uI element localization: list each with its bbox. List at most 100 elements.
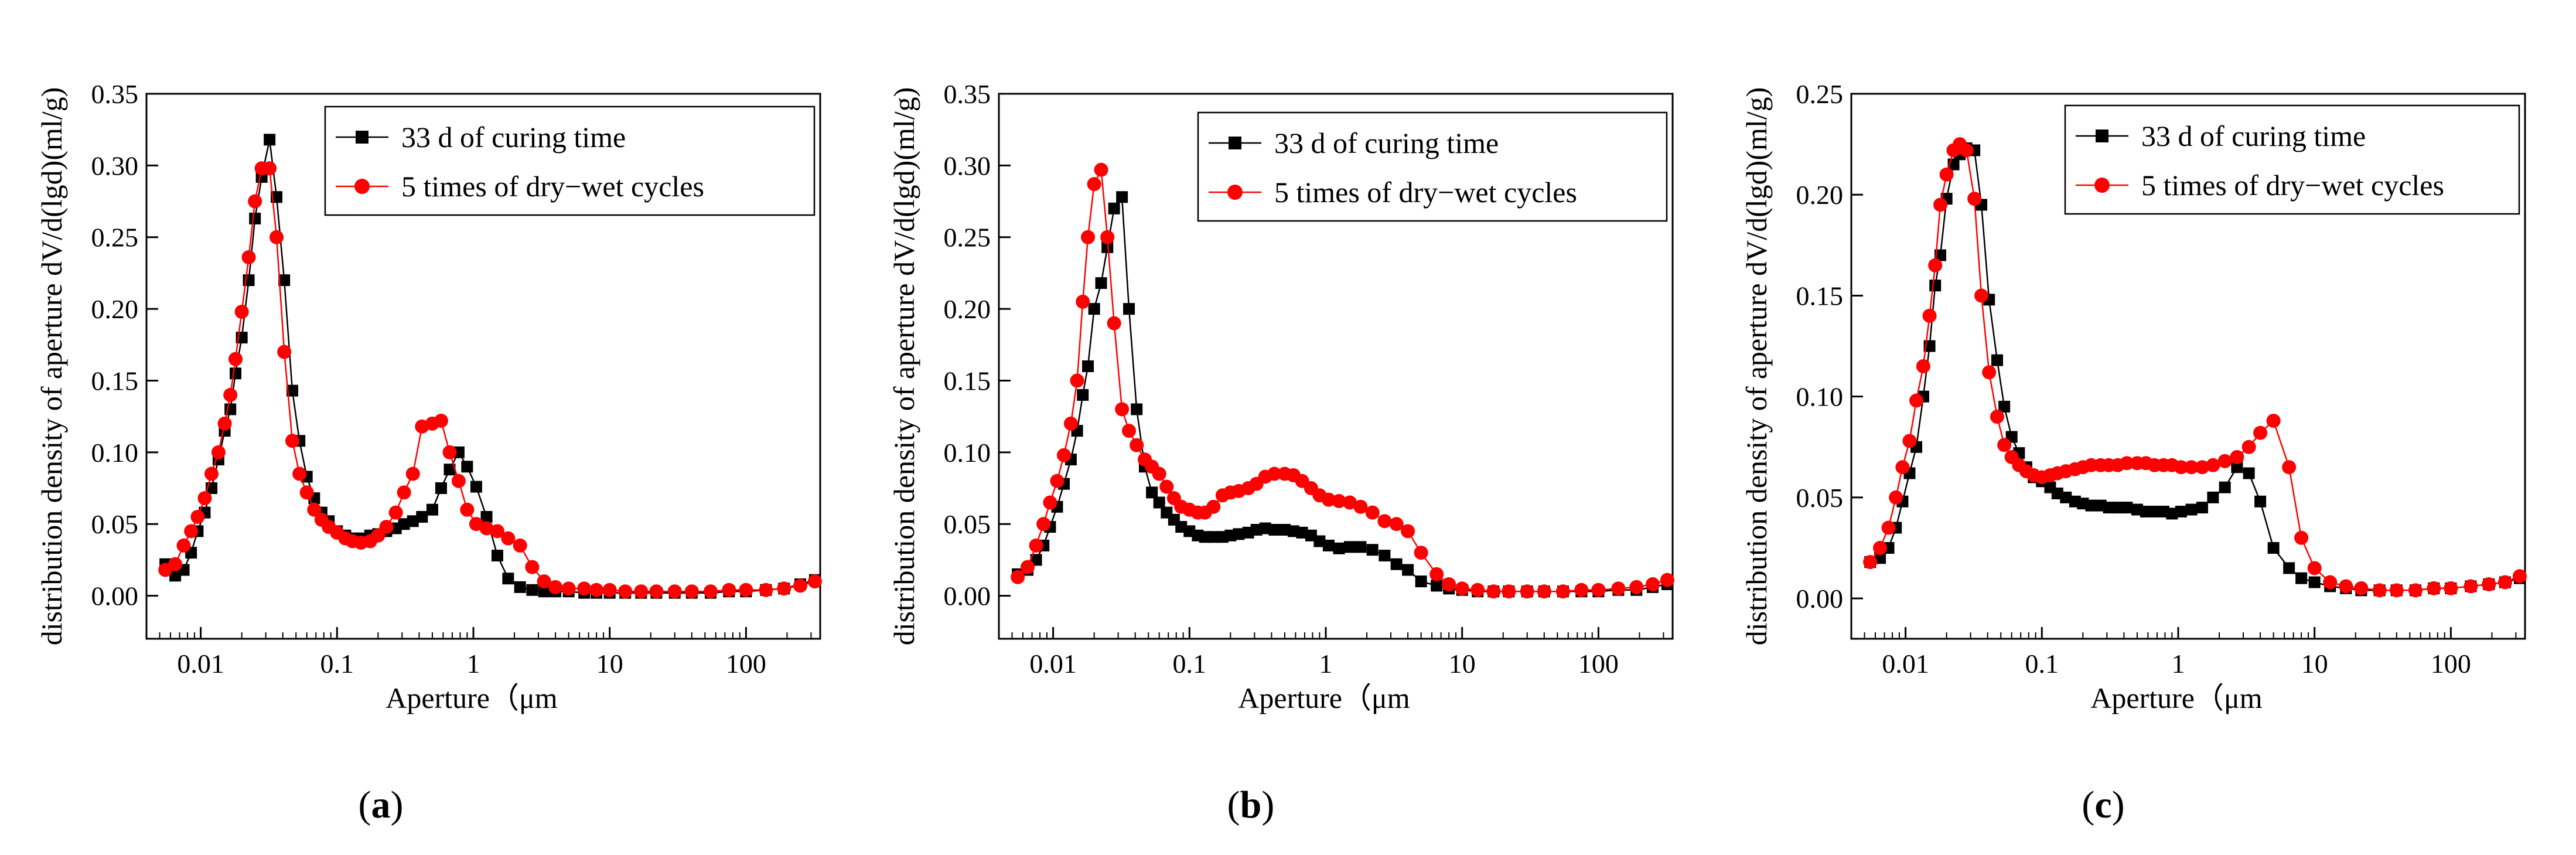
panel-c-series-1-point — [2307, 561, 2322, 575]
panel-b-series-0-line — [1017, 195, 1668, 592]
panel-c-series-0-point — [2308, 576, 2321, 588]
panel-c-series-0-point — [1874, 552, 1886, 564]
panel-a-legend-marker-1 — [354, 179, 370, 194]
panel-c-series-0-point — [2295, 572, 2308, 584]
panel-a-series-1-point — [197, 491, 212, 506]
panel-a-series-1-point — [248, 194, 262, 209]
panel-b-series-1-point — [1100, 230, 1115, 244]
panel-a-series-0-point — [491, 550, 503, 562]
panel-c-series-1-point — [1922, 308, 1937, 323]
panel-a-y-tick-label: 0.35 — [91, 79, 139, 109]
panel-c-legend-entry-0: 33 d of curing time — [2141, 120, 2366, 152]
panel-a-series-1-point — [451, 474, 466, 488]
panel-a-series-0-point — [407, 515, 419, 527]
panel-b-series-1-point — [1107, 316, 1121, 331]
panel-b-series-0-point — [1366, 544, 1379, 556]
panel-c-y-tick-label: 0.15 — [1796, 281, 1844, 311]
panel-c-x-axis-label: Aperture（μm — [2090, 682, 2262, 714]
panel-a-series-0-point — [278, 274, 291, 287]
panel-c-y-tick-label: 0.25 — [1796, 79, 1844, 109]
panel-b-legend-box — [1197, 111, 1668, 222]
panel-c-series-1-point — [1863, 555, 1878, 570]
panel-a-series-1-point — [211, 445, 226, 459]
panel-a-series-0-point — [526, 584, 538, 596]
panel-c-series-0-point — [2207, 491, 2219, 503]
panel-a-x-tick-label: 0.1 — [320, 649, 354, 679]
panel-a-series-1-point — [777, 581, 791, 596]
panel-b-series-0-point — [1250, 524, 1263, 536]
panel-b-series-1-point — [1021, 560, 1035, 574]
panel-b-series-1-point — [1057, 448, 1072, 462]
panel-b-series-1-line — [1017, 167, 1668, 592]
panel-b-series-1-point — [1442, 577, 1456, 591]
panel-b-series-1-point — [1081, 230, 1096, 244]
panel-a-series-0-point — [502, 573, 514, 585]
panel-c-series-0-point — [2166, 507, 2178, 520]
panel-b-series-0-point — [1296, 526, 1308, 539]
panel-c-series-0-point — [2103, 502, 2115, 514]
panel-c-legend-marker-0 — [2096, 130, 2108, 142]
panel-a-series-0-point — [230, 367, 242, 380]
panel-a-legend-entry-0: 33 d of curing time — [401, 121, 626, 154]
panel-a-series-1-point — [228, 352, 243, 366]
panel-c-legend-marker-1 — [2094, 178, 2110, 193]
panel-c-series-0-point — [2121, 502, 2133, 514]
panel-a-y-tick-label: 0.25 — [91, 223, 139, 253]
panel-b-series-1-point — [1029, 538, 1043, 553]
panel-c-y-tick-label: 0.10 — [1796, 382, 1844, 412]
panel-c-series-1-point — [2464, 579, 2478, 594]
panel-b-series-1-point — [1152, 466, 1166, 481]
panel-b-series-1-point — [1063, 416, 1078, 431]
panel-b-series-1-point — [1414, 546, 1428, 560]
panel-a-series-0-point — [470, 481, 482, 493]
panel-b-legend-entry-1: 5 times of dry−wet cycles — [1274, 176, 1577, 209]
panel-b-x-tick-label: 100 — [1578, 649, 1619, 679]
panel-c-series-1-point — [2206, 458, 2220, 472]
panel-c-legend-box — [2064, 104, 2520, 215]
panel-c-series-1-point — [2217, 454, 2232, 468]
panel-a-series-1-point — [241, 250, 256, 264]
panel-a-x-axis-label: Aperture（μm — [385, 682, 557, 714]
panel-c-series-1-point — [2253, 425, 2268, 440]
panel-b-x-minor-ticks — [1011, 632, 1664, 639]
panel-c-series-1-point — [1881, 520, 1896, 535]
panel-a-series-1-point — [388, 505, 403, 520]
panel-b-series-1-point — [1377, 514, 1392, 529]
panel-b-series-1-point — [1076, 294, 1090, 309]
panel-a-series-1-point — [434, 414, 448, 428]
panel-b-series-0-point — [1108, 202, 1120, 214]
panel-a-series-1-point — [667, 584, 682, 599]
panel-a-series-1-point — [722, 583, 736, 597]
panel-a-series-1-point — [168, 557, 183, 571]
panel-c-series-1-point — [2195, 460, 2209, 475]
panel-c-y-axis-label: distribution density of aperture dV/d(lg… — [1740, 87, 1773, 646]
panel-a-series-0-point — [249, 212, 261, 224]
panel-a-y-tick-label: 0.15 — [91, 366, 139, 396]
panel-c-series-0-point — [2283, 562, 2295, 574]
panel-b-y-tick-label: 0.25 — [944, 223, 991, 253]
panel-a-series-1-point — [442, 445, 457, 459]
panel-c-series-1-point — [2230, 450, 2244, 464]
panel-c-series-0-point — [2085, 499, 2097, 512]
panel-c-series-1-point — [2408, 583, 2423, 598]
panel-c-series-0-point — [2060, 491, 2072, 503]
panel-b-legend-marker-0 — [1229, 137, 1241, 149]
panel-c-series-0-point — [2111, 502, 2124, 514]
panel-b-series-0-point — [1343, 541, 1356, 553]
panel-a: 0.01 0.1 1 10 100 0.00 0.05 0.10 0.15 0.20 0.25 0.3… — [35, 79, 822, 826]
panel-b-series-0-point — [1082, 360, 1094, 372]
panel-a-series-1-point — [525, 560, 540, 574]
panel-c-series-0-point — [2267, 542, 2280, 554]
panel-c-series-0-point — [1934, 249, 1947, 261]
panel-c-series-1-point — [1889, 490, 1903, 505]
panel-c-series-0-point — [1929, 280, 1942, 292]
panel-c-series-1-point — [1939, 167, 1954, 182]
panel-b: 0.01 0.1 1 10 100 0.00 0.05 0.10 0.15 0.20 0.25 0.3… — [888, 79, 1674, 826]
panel-a-series-1-point — [577, 581, 592, 596]
panel-a-series-1-point — [307, 502, 322, 517]
panel-b-y-tick-label: 0.05 — [944, 509, 991, 539]
panel-a-series-1-point — [537, 574, 551, 589]
panel-a-legend: 33 d of curing time 5 times of dry−wet cy… — [324, 105, 816, 216]
panel-c-series-1-point — [1909, 393, 1924, 408]
panel-a-series-1-point — [602, 583, 617, 597]
